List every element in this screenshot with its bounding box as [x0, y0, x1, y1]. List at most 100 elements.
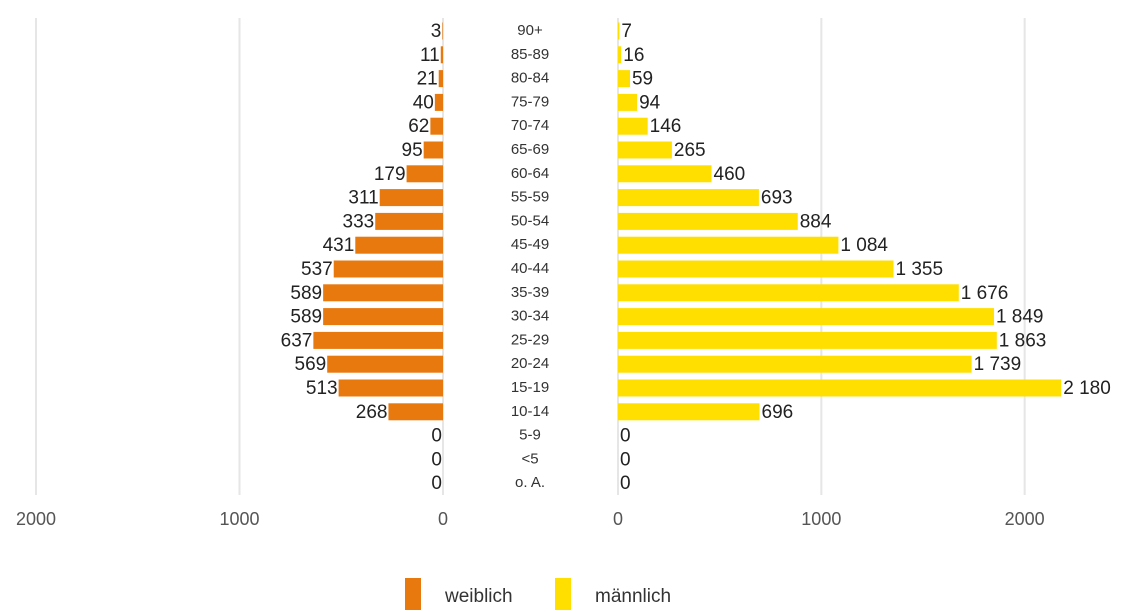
bar	[618, 212, 798, 230]
bar	[434, 93, 443, 111]
category-label: 5-9	[519, 427, 541, 444]
data-label: 637	[281, 330, 313, 351]
data-label: 0	[431, 426, 442, 447]
data-label: 0	[620, 473, 631, 494]
x-tick-label: 0	[613, 509, 623, 529]
data-label: 179	[374, 164, 406, 185]
bar	[323, 308, 443, 326]
x-tick-label: 1000	[801, 509, 841, 529]
bar	[618, 70, 630, 88]
data-label: 693	[761, 188, 793, 209]
data-label: 1 676	[961, 283, 1009, 304]
data-label: 1 849	[996, 307, 1044, 328]
bar	[442, 22, 443, 40]
legend-swatch	[405, 578, 421, 610]
data-label: 1 739	[974, 354, 1022, 375]
category-label: o. A.	[515, 474, 545, 491]
data-label: 589	[290, 307, 322, 328]
data-label: 537	[301, 259, 333, 280]
bar	[618, 379, 1062, 397]
data-label: 431	[323, 235, 355, 256]
bar	[355, 236, 443, 254]
category-label: 20-24	[511, 355, 549, 372]
legend-label: männlich	[595, 586, 671, 607]
data-label: 21	[417, 69, 438, 90]
data-label: 311	[348, 188, 378, 209]
bar	[379, 189, 443, 207]
bar	[618, 189, 759, 207]
category-label: 30-34	[511, 308, 549, 325]
category-label: 35-39	[511, 284, 549, 301]
category-label: 50-54	[511, 212, 549, 229]
category-label: 80-84	[511, 70, 549, 87]
bar	[333, 260, 443, 278]
data-label: 513	[306, 378, 338, 399]
category-label: 90+	[517, 22, 543, 39]
data-label: 696	[762, 402, 794, 423]
bar	[618, 403, 760, 421]
category-label: 70-74	[511, 117, 549, 134]
data-label: 11	[420, 45, 440, 66]
data-label: 0	[620, 449, 631, 470]
data-label: 265	[674, 140, 706, 161]
bar	[618, 355, 972, 373]
bar	[618, 141, 672, 159]
data-label: 0	[620, 426, 631, 447]
data-label: 94	[639, 92, 661, 113]
bar	[618, 165, 712, 183]
x-tick-label: 0	[438, 509, 448, 529]
bar	[618, 236, 839, 254]
bar	[618, 331, 997, 349]
data-label: 884	[800, 211, 832, 232]
x-tick-label: 2000	[16, 509, 56, 529]
legend-label: weiblich	[444, 586, 513, 607]
data-label: 1 084	[840, 235, 888, 256]
data-label: 40	[413, 92, 434, 113]
bar	[618, 260, 894, 278]
legend-swatch	[555, 578, 571, 610]
category-label: 60-64	[511, 165, 549, 182]
bar	[438, 70, 443, 88]
x-tick-label: 2000	[1005, 509, 1045, 529]
data-label: 0	[431, 473, 442, 494]
bar	[388, 403, 443, 421]
data-label: 460	[714, 164, 746, 185]
data-label: 268	[356, 402, 388, 423]
data-label: 16	[623, 45, 644, 66]
category-label: 25-29	[511, 331, 549, 348]
data-label: 569	[295, 354, 327, 375]
category-label: 15-19	[511, 379, 549, 396]
bar	[618, 117, 648, 135]
data-label: 2 180	[1063, 378, 1111, 399]
data-label: 146	[650, 116, 682, 137]
category-label: 85-89	[511, 46, 549, 63]
bar	[430, 117, 443, 135]
data-label: 62	[408, 116, 429, 137]
data-label: 7	[621, 21, 632, 42]
bar	[618, 308, 994, 326]
category-label: 40-44	[511, 260, 549, 277]
category-label: 55-59	[511, 189, 549, 206]
data-label: 59	[632, 69, 653, 90]
bar	[313, 331, 443, 349]
category-label: 45-49	[511, 236, 549, 253]
data-label: 333	[343, 211, 375, 232]
category-label: 65-69	[511, 141, 549, 158]
category-label: 75-79	[511, 93, 549, 110]
bar	[323, 284, 443, 302]
bar	[406, 165, 443, 183]
bar	[440, 46, 443, 64]
bar	[618, 22, 620, 40]
bar	[338, 379, 443, 397]
bar	[618, 46, 622, 64]
data-label: 0	[431, 449, 442, 470]
category-label: 10-14	[511, 403, 549, 420]
data-label: 3	[431, 21, 442, 42]
x-tick-label: 1000	[219, 509, 259, 529]
bar	[423, 141, 443, 159]
data-label: 1 863	[999, 330, 1047, 351]
bar	[618, 93, 638, 111]
data-label: 589	[290, 283, 322, 304]
bar	[327, 355, 443, 373]
